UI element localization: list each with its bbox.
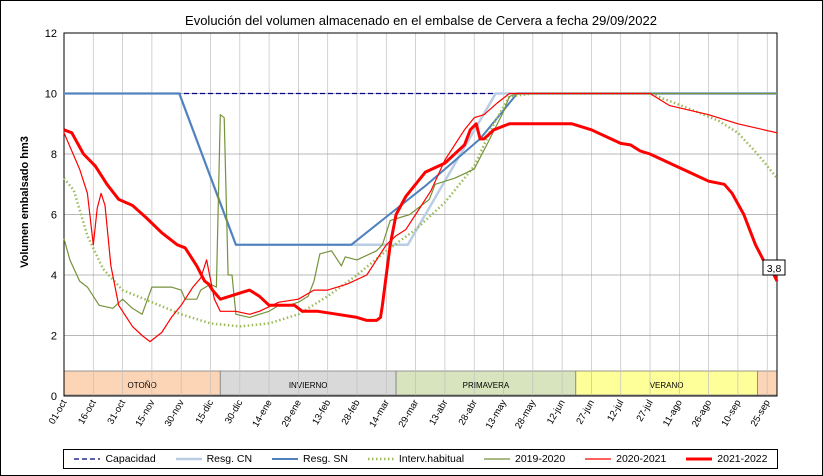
y-tick-label: 8	[51, 149, 57, 161]
season-bands: OTOÑO INVIERNO PRIMAVERA VERANO	[63, 370, 778, 396]
y-axis-label: Volumen embalsado hm3	[19, 136, 31, 268]
x-tick-label: 16-oct	[76, 398, 99, 427]
x-tick-label: 15-nov	[133, 398, 157, 429]
y-tick-label: 10	[45, 89, 57, 101]
x-tick-label: 13-abr	[427, 398, 450, 427]
series-lines	[63, 92, 779, 343]
x-tick-label: 11-ago	[661, 398, 685, 429]
x-tick-label: 25-sep	[749, 398, 773, 429]
legend-swatch	[686, 457, 713, 461]
x-tick-label: 29-mar	[397, 398, 422, 430]
x-tick-label: 14-mar	[367, 398, 392, 430]
season-band	[63, 370, 221, 396]
x-tick-label: 30-dic	[223, 398, 246, 426]
legend-swatch	[585, 458, 612, 460]
legend-item: Resg. SN	[271, 453, 348, 465]
season-band	[219, 370, 397, 396]
legend-item: 2020-2021	[584, 453, 666, 465]
grid-lines	[64, 32, 777, 397]
x-tick-label: 28-abr	[457, 398, 480, 427]
series-interv-habitual-line	[63, 92, 778, 328]
series-2021-2022-line	[63, 122, 779, 322]
x-tick-label: 14-ene	[250, 398, 274, 429]
x-tick-label: 10-sep	[719, 398, 743, 429]
season-label: INVIERNO	[289, 381, 328, 390]
legend-item: 2021-2022	[685, 453, 767, 465]
legend-item: Interv.habitual	[367, 453, 464, 465]
x-tick-label: 12-jun	[545, 398, 568, 426]
end-value-label: 3,8	[767, 263, 782, 275]
x-tick-label: 27-jun	[574, 398, 597, 426]
x-tick-label: 15-dic	[194, 398, 217, 426]
x-tick-label: 12-jul	[605, 398, 626, 424]
legend-item: 2019-2020	[483, 453, 565, 465]
season-label: VERANO	[650, 381, 684, 390]
season-label: PRIMAVERA	[463, 381, 510, 390]
legend-label: Capacidad	[105, 453, 156, 465]
legend-swatch	[175, 457, 202, 461]
legend-label: 2019-2020	[514, 453, 566, 465]
legend-label: Resg. SN	[303, 453, 348, 465]
legend-item: Capacidad	[73, 453, 156, 465]
x-tick-label: 28-may	[513, 398, 538, 431]
y-tick-labels: 0 2 4 6 8 10 12	[45, 28, 57, 403]
x-tick-label: 28-feb	[340, 398, 363, 427]
x-tick-label: 13-feb	[310, 398, 333, 427]
x-tick-label: 13-may	[484, 398, 509, 431]
y-tick-label: 4	[51, 270, 57, 282]
legend-label: 2020-2021	[616, 453, 667, 465]
series-2020-2021-line	[63, 92, 778, 343]
y-tick-label: 0	[51, 391, 57, 403]
x-tick-label: 29-ene	[280, 398, 304, 429]
legend-label: Interv.habitual	[398, 453, 465, 465]
y-tick-label: 2	[51, 331, 57, 343]
series-resg-sn-line	[64, 92, 777, 246]
x-tick-label: 30-nov	[163, 398, 187, 429]
x-tick-label: 26-ago	[690, 398, 714, 429]
legend-swatch	[74, 458, 101, 460]
x-tick-labels: 01-oct 16-oct 31-oct 15-nov 30-nov 15-dic 30-d…	[47, 398, 773, 431]
chart-title: Evolución del volumen almacenado en el e…	[185, 13, 657, 28]
plot-area	[63, 32, 778, 397]
legend-item: Resg. CN	[175, 453, 253, 465]
legend-swatch	[272, 458, 299, 460]
season-band	[395, 370, 577, 396]
legend: Capacidad Resg. CN Resg. SN Interv.habitual…	[63, 449, 778, 469]
season-label: OTOÑO	[128, 381, 157, 390]
legend-label: 2021-2022	[717, 453, 768, 465]
end-value-callout: 3,8	[762, 259, 786, 276]
series-2019-2020-line	[63, 92, 777, 318]
series-resg-cn-line	[64, 92, 777, 247]
end-value-box	[762, 259, 786, 276]
legend-swatch	[367, 457, 394, 461]
legend-label: Resg. CN	[206, 453, 253, 465]
legend-swatch	[483, 458, 510, 460]
x-tick-label: 31-oct	[105, 398, 128, 427]
y-tick-label: 6	[51, 210, 57, 222]
y-tick-label: 12	[45, 28, 57, 40]
x-tick-label: 27-jul	[634, 398, 655, 424]
